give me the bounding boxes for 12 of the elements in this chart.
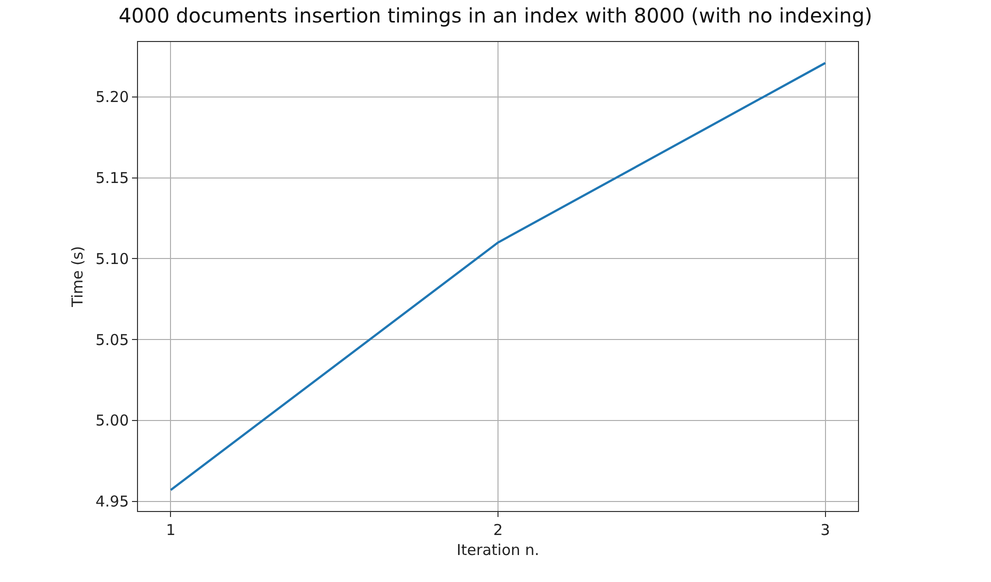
y-tick-label: 5.20 bbox=[95, 88, 129, 106]
x-tick-label: 2 bbox=[493, 521, 503, 540]
y-axis-title: Time (s) bbox=[68, 246, 87, 308]
y-tick-label: 5.00 bbox=[95, 412, 129, 430]
x-tick-label: 3 bbox=[820, 521, 830, 540]
x-axis-title: Iteration n. bbox=[456, 541, 540, 560]
chart-title: 4000 documents insertion timings in an index with 8000 (with no indexing) bbox=[118, 4, 872, 28]
y-tick-label: 5.05 bbox=[95, 330, 129, 349]
y-tick-label: 4.95 bbox=[95, 492, 129, 511]
y-tick-label: 5.10 bbox=[95, 250, 129, 268]
x-tick-label: 1 bbox=[166, 521, 176, 540]
y-tick-label: 5.15 bbox=[95, 169, 129, 188]
